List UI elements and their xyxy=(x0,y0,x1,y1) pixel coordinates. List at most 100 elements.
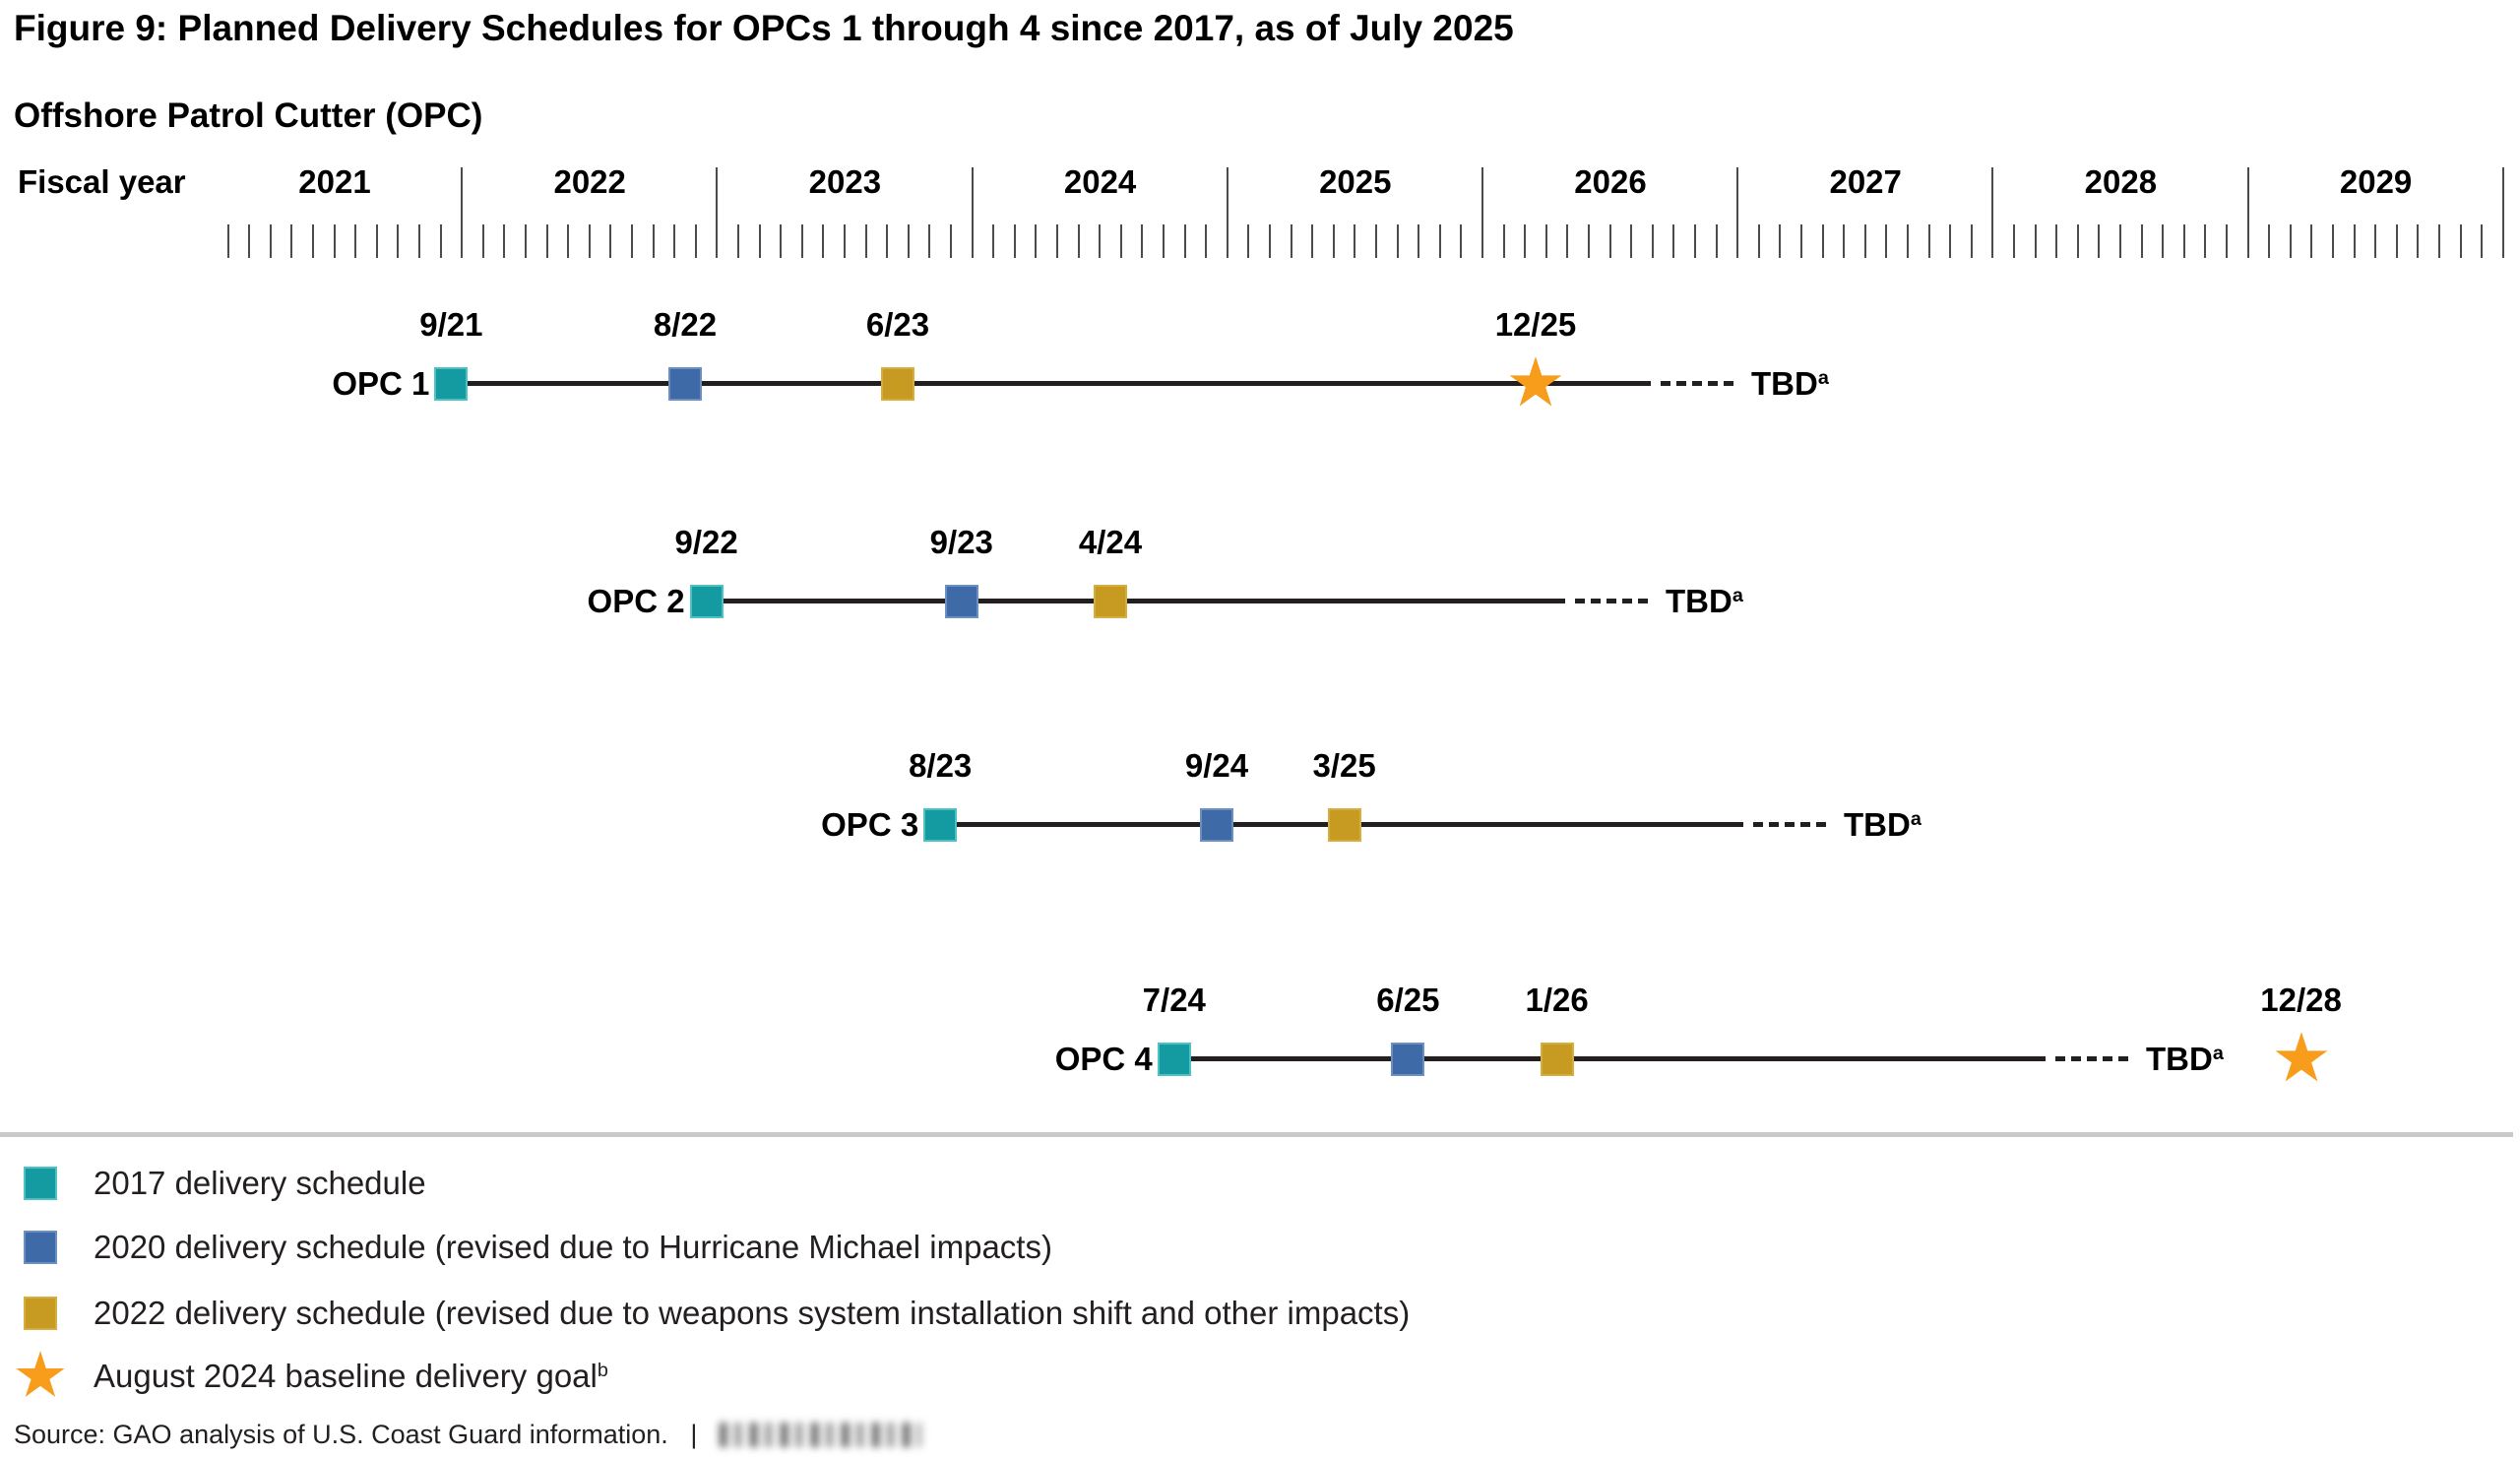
source-line: Source: GAO analysis of U.S. Coast Guard… xyxy=(14,1418,921,1451)
row-label: OPC 1 xyxy=(332,365,430,402)
marker-date-label: 9/21 xyxy=(419,306,483,343)
legend-label: August 2024 baseline delivery goalb xyxy=(94,1358,608,1394)
month-tick xyxy=(1099,224,1102,258)
year-label: 2026 xyxy=(1574,163,1647,200)
month-tick xyxy=(567,224,570,258)
month-tick xyxy=(2289,224,2292,258)
star-icon xyxy=(16,1351,65,1397)
month-tick xyxy=(1566,224,1569,258)
month-tick xyxy=(1460,224,1463,258)
year-gridline xyxy=(1991,167,1994,258)
marker-square-2020 xyxy=(1391,1043,1425,1076)
source-text: Source: GAO analysis of U.S. Coast Guard… xyxy=(14,1420,668,1449)
month-tick xyxy=(2076,224,2079,258)
marker-date-label: 12/28 xyxy=(2260,982,2342,1018)
footnote-marker: a xyxy=(1910,808,1922,831)
marker-date-label: 8/22 xyxy=(653,306,718,343)
month-tick xyxy=(1757,224,1760,258)
month-tick xyxy=(503,224,506,258)
row-label: OPC 3 xyxy=(821,806,919,843)
fiscal-year-label: Fiscal year xyxy=(18,163,186,200)
timeline-dashed-line xyxy=(1753,822,1830,827)
footnote-marker: a xyxy=(1732,585,1743,607)
timeline-line xyxy=(1173,1056,2046,1061)
month-tick xyxy=(907,224,910,258)
month-tick xyxy=(1672,224,1675,258)
year-label: 2027 xyxy=(1829,163,1902,200)
month-tick xyxy=(2098,224,2101,258)
month-tick xyxy=(1927,224,1930,258)
year-label: 2021 xyxy=(298,163,371,200)
month-tick xyxy=(1269,224,1271,258)
marker-date-label: 3/25 xyxy=(1312,747,1376,784)
marker-square-2020 xyxy=(1200,808,1233,842)
figure-title: Figure 9: Planned Delivery Schedules for… xyxy=(14,8,1514,48)
month-tick xyxy=(2013,224,2015,258)
month-tick xyxy=(2481,224,2484,258)
month-tick xyxy=(652,224,655,258)
month-tick xyxy=(1077,224,1080,258)
month-tick xyxy=(2459,224,2462,258)
month-tick xyxy=(1418,224,1420,258)
legend-swatch-star xyxy=(14,1350,67,1403)
timeline-line xyxy=(451,381,1651,386)
marker-square-2022 xyxy=(1094,585,1127,618)
month-tick xyxy=(1608,224,1611,258)
month-tick xyxy=(758,224,761,258)
month-tick xyxy=(2395,224,2398,258)
footnote-marker: a xyxy=(1817,367,1829,390)
month-tick xyxy=(2182,224,2185,258)
tbd-label: TBDa xyxy=(2146,1041,2224,1077)
month-tick xyxy=(1013,224,1016,258)
month-tick xyxy=(1970,224,1973,258)
timeline-dashed-line xyxy=(2055,1056,2132,1061)
legend-swatch-2020 xyxy=(24,1231,57,1264)
tbd-label: TBDa xyxy=(1844,806,1922,843)
month-tick xyxy=(1502,224,1505,258)
timeline-line xyxy=(706,599,1565,603)
month-tick xyxy=(2055,224,2058,258)
month-tick xyxy=(822,224,825,258)
year-label: 2028 xyxy=(2084,163,2158,200)
legend-label: 2017 delivery schedule xyxy=(94,1165,426,1201)
month-tick xyxy=(418,224,420,258)
month-tick xyxy=(1056,224,1058,258)
month-tick xyxy=(1354,224,1356,258)
month-tick xyxy=(992,224,995,258)
timeline-dashed-line xyxy=(1575,599,1652,603)
marker-date-label: 4/24 xyxy=(1078,524,1143,560)
year-gridline xyxy=(2501,167,2504,258)
year-label: 2023 xyxy=(808,163,882,200)
month-tick xyxy=(1375,224,1377,258)
year-label: 2024 xyxy=(1063,163,1137,200)
month-tick xyxy=(481,224,484,258)
month-tick xyxy=(1843,224,1846,258)
month-tick xyxy=(588,224,591,258)
month-tick xyxy=(1119,224,1122,258)
year-gridline xyxy=(716,167,719,258)
marker-date-label: 9/22 xyxy=(674,524,738,560)
month-tick xyxy=(397,224,400,258)
tbd-label: TBDa xyxy=(1666,583,1743,619)
chart-title: Offshore Patrol Cutter (OPC) xyxy=(14,96,483,135)
month-tick xyxy=(1651,224,1654,258)
row-label: OPC 2 xyxy=(587,583,685,619)
marker-square-2020 xyxy=(668,367,702,401)
month-tick xyxy=(1311,224,1314,258)
year-label: 2022 xyxy=(553,163,626,200)
month-tick xyxy=(1290,224,1292,258)
month-tick xyxy=(1438,224,1441,258)
month-tick xyxy=(1035,224,1038,258)
month-tick xyxy=(354,224,357,258)
legend-label: 2022 delivery schedule (revised due to w… xyxy=(94,1295,1411,1331)
tbd-label: TBDa xyxy=(1751,365,1829,402)
year-gridline xyxy=(461,167,464,258)
month-tick xyxy=(2353,224,2356,258)
footnote-marker: b xyxy=(597,1360,608,1382)
month-tick xyxy=(1141,224,1144,258)
marker-square-2022 xyxy=(881,367,914,401)
month-tick xyxy=(673,224,676,258)
month-tick xyxy=(1907,224,1909,258)
month-tick xyxy=(1524,224,1527,258)
month-tick xyxy=(1183,224,1186,258)
